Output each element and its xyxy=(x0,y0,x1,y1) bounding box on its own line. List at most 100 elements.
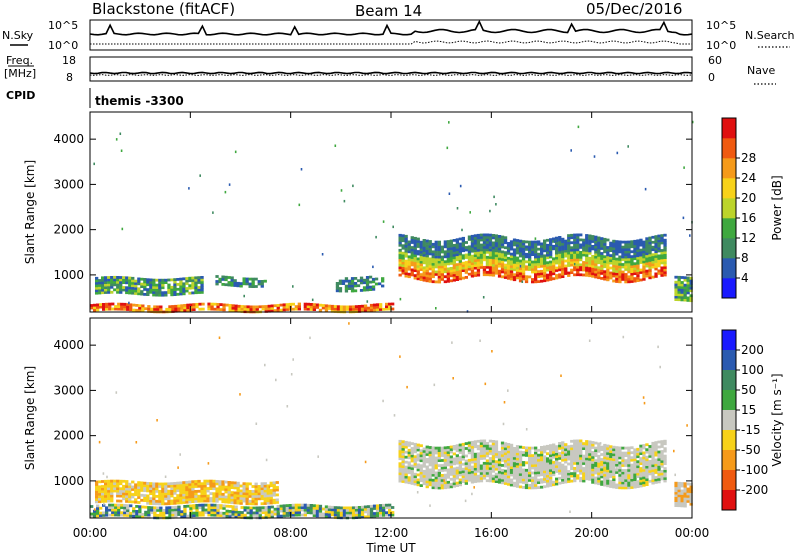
data-cell xyxy=(576,439,580,443)
data-cell xyxy=(494,450,499,454)
data-cell xyxy=(200,276,204,279)
data-cell xyxy=(110,492,114,495)
data-cell xyxy=(621,250,625,254)
data-cell xyxy=(494,236,499,240)
data-cell xyxy=(654,255,658,258)
data-cell xyxy=(564,465,568,469)
data-cell xyxy=(633,473,637,477)
data-cell xyxy=(398,263,402,267)
velocity-data xyxy=(90,322,693,520)
data-cell xyxy=(518,252,523,255)
data-cell xyxy=(528,275,532,279)
data-cell xyxy=(630,270,634,273)
data-cell xyxy=(591,235,595,238)
data-cell xyxy=(518,475,523,479)
data-cell xyxy=(446,274,450,278)
data-cell xyxy=(686,276,690,280)
scatter-cell xyxy=(443,479,445,482)
data-cell xyxy=(131,495,135,499)
data-cell xyxy=(255,509,259,512)
data-cell xyxy=(422,447,426,451)
data-cell xyxy=(491,253,496,257)
data-cell xyxy=(365,278,370,282)
data-cell xyxy=(458,250,462,253)
data-cell xyxy=(225,509,229,513)
data-cell xyxy=(176,499,180,502)
data-cell xyxy=(512,260,517,264)
data-cell xyxy=(482,454,487,458)
data-cell xyxy=(437,476,441,480)
data-cell xyxy=(449,247,453,250)
data-cell xyxy=(627,268,631,271)
data-cell xyxy=(582,444,586,448)
data-cell xyxy=(335,284,340,288)
data-cell xyxy=(534,265,538,269)
scatter-cell xyxy=(456,207,459,210)
data-cell xyxy=(341,279,346,283)
data-cell xyxy=(303,513,307,517)
data-cell xyxy=(179,287,183,291)
data-cell xyxy=(503,268,508,272)
data-cell xyxy=(95,488,99,491)
data-cell xyxy=(579,268,583,272)
data-cell xyxy=(437,270,441,274)
data-cell xyxy=(189,303,193,307)
data-cell xyxy=(401,264,405,267)
data-cell xyxy=(236,484,240,488)
data-cell xyxy=(500,456,505,460)
data-cell xyxy=(524,277,529,281)
data-cell xyxy=(134,498,138,502)
data-cell xyxy=(494,467,499,471)
data-cell xyxy=(345,514,350,517)
data-cell xyxy=(534,469,538,472)
data-cell xyxy=(306,307,310,311)
data-cell xyxy=(585,249,589,252)
data-cell xyxy=(540,448,544,452)
data-cell xyxy=(398,238,402,242)
data-cell xyxy=(144,515,148,519)
data-cell xyxy=(546,243,550,247)
data-cell xyxy=(473,254,478,257)
data-cell xyxy=(162,511,166,515)
data-cell xyxy=(348,506,353,510)
data-cell xyxy=(558,246,562,249)
data-cell xyxy=(600,473,604,476)
data-cell xyxy=(458,471,462,474)
data-cell xyxy=(660,239,664,242)
data-cell xyxy=(606,444,610,448)
data-cell xyxy=(612,262,616,265)
data-cell xyxy=(494,259,499,263)
data-cell xyxy=(534,278,538,281)
data-cell xyxy=(282,308,286,312)
data-cell xyxy=(186,504,190,508)
data-cell xyxy=(443,245,447,249)
data-cell xyxy=(515,475,520,478)
scatter-cell xyxy=(534,237,537,240)
data-cell xyxy=(482,270,487,274)
data-cell xyxy=(497,480,502,484)
data-cell xyxy=(237,307,241,311)
data-cell xyxy=(576,236,580,239)
data-cell xyxy=(606,263,610,267)
data-cell xyxy=(153,511,157,515)
data-cell xyxy=(197,499,201,503)
data-cell xyxy=(230,493,234,497)
data-cell xyxy=(312,511,316,515)
data-cell xyxy=(576,248,580,252)
data-cell xyxy=(404,478,408,481)
x-tick-label: 00:00 xyxy=(675,526,710,540)
data-cell xyxy=(236,486,240,490)
data-cell xyxy=(606,238,610,242)
scatter-cell xyxy=(556,239,558,243)
data-cell xyxy=(540,446,544,449)
data-cell xyxy=(515,244,520,247)
data-cell xyxy=(126,308,130,311)
data-cell xyxy=(388,305,392,308)
data-cell xyxy=(372,306,377,309)
data-cell xyxy=(674,491,678,495)
data-cell xyxy=(385,513,389,517)
data-cell xyxy=(630,267,634,271)
data-cell xyxy=(221,492,225,496)
data-cell xyxy=(503,462,508,465)
data-cell xyxy=(648,236,652,240)
